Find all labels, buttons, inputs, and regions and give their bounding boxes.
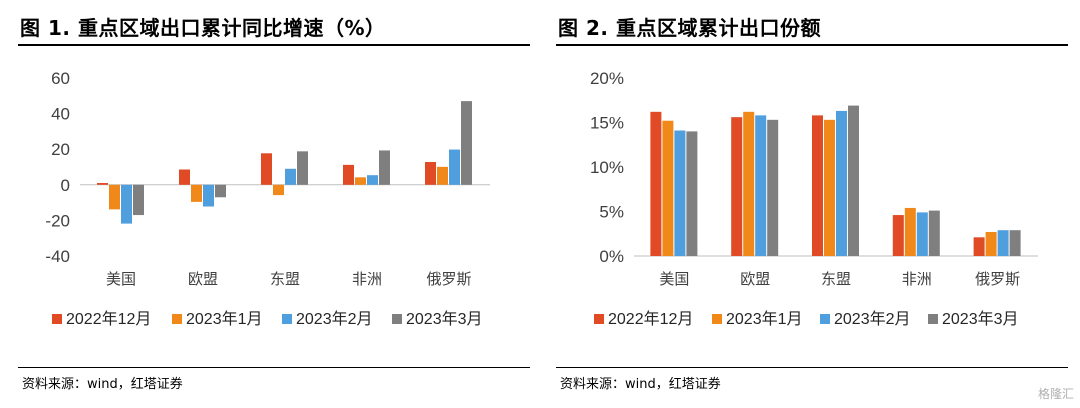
export-share-chart: 0% 5% 10% 15% 20% 美国 欧盟 东盟 非洲 俄罗斯 2022年12月 2023年1月 2… bbox=[590, 69, 1038, 328]
bar bbox=[355, 177, 366, 185]
bar bbox=[437, 166, 448, 185]
bar bbox=[379, 150, 390, 185]
bar bbox=[824, 119, 835, 256]
bar bbox=[215, 184, 226, 198]
y-tick-label: 0% bbox=[599, 247, 624, 266]
bar bbox=[997, 230, 1009, 256]
bar bbox=[743, 111, 755, 256]
bar bbox=[121, 184, 132, 224]
bar bbox=[731, 117, 743, 256]
legend-label: 2023年2月 bbox=[834, 310, 911, 328]
y-tick-label: -20 bbox=[45, 211, 70, 230]
bar bbox=[674, 130, 686, 256]
chart-title: 图 2. 重点区域累计出口份额 bbox=[558, 16, 821, 40]
category-label: 非洲 bbox=[902, 270, 932, 288]
source-note: 资料来源：wind，红塔证券 bbox=[560, 377, 721, 392]
legend-swatch bbox=[172, 314, 182, 324]
y-tick-label: 20% bbox=[590, 69, 624, 88]
bar bbox=[1009, 230, 1021, 256]
category-label: 俄罗斯 bbox=[975, 270, 1020, 288]
bar bbox=[650, 111, 662, 256]
bar bbox=[461, 101, 472, 185]
bar bbox=[812, 115, 823, 256]
source-rule bbox=[556, 367, 1068, 368]
bar bbox=[767, 119, 779, 256]
source-rule bbox=[18, 367, 530, 368]
bar bbox=[367, 175, 378, 185]
legend-label: 2023年3月 bbox=[406, 310, 483, 328]
category-label: 美国 bbox=[659, 270, 689, 288]
legend-swatch bbox=[712, 314, 722, 324]
legend-label: 2022年12月 bbox=[66, 310, 151, 328]
bar bbox=[191, 184, 202, 202]
bar bbox=[662, 120, 674, 256]
right-panel: 图 2. 重点区域累计出口份额 0% 5% 10% 15% 20% 美国 欧盟 东盟 非洲 俄罗斯… bbox=[556, 0, 1068, 408]
bar bbox=[261, 153, 272, 185]
y-tick-label: 10% bbox=[590, 158, 624, 177]
bar bbox=[985, 231, 997, 256]
y-tick-label: 5% bbox=[599, 203, 624, 222]
bar bbox=[97, 183, 108, 185]
bar bbox=[179, 169, 190, 185]
bar bbox=[928, 210, 940, 256]
legend-label: 2023年1月 bbox=[726, 310, 803, 328]
legend-label: 2023年2月 bbox=[296, 310, 373, 328]
legend-swatch bbox=[392, 314, 402, 324]
legend-label: 2023年3月 bbox=[942, 310, 1019, 328]
category-label: 东盟 bbox=[270, 270, 300, 288]
bar bbox=[848, 105, 859, 256]
legend-label: 2022年12月 bbox=[608, 310, 693, 328]
y-tick-label: 20 bbox=[51, 140, 70, 159]
category-label: 非洲 bbox=[352, 270, 382, 288]
legend-swatch bbox=[928, 314, 938, 324]
bar bbox=[973, 237, 985, 256]
category-label: 欧盟 bbox=[188, 270, 218, 288]
y-tick-label: 0 bbox=[61, 176, 70, 195]
y-tick-label: -40 bbox=[45, 247, 70, 266]
legend-swatch bbox=[594, 314, 604, 324]
bar bbox=[425, 162, 436, 185]
y-tick-label: 60 bbox=[51, 69, 70, 88]
bar bbox=[285, 168, 296, 185]
bar bbox=[686, 131, 698, 256]
bar bbox=[892, 215, 904, 256]
y-tick-label: 15% bbox=[590, 114, 624, 133]
category-label: 美国 bbox=[106, 270, 136, 288]
chart-title: 图 1. 重点区域出口累计同比增速（%） bbox=[20, 16, 386, 40]
bar bbox=[109, 184, 120, 210]
bar bbox=[449, 149, 460, 185]
category-label: 东盟 bbox=[821, 270, 851, 288]
bar bbox=[203, 184, 214, 207]
y-tick-label: 40 bbox=[51, 105, 70, 124]
title-rule bbox=[556, 44, 1068, 46]
legend-label: 2023年1月 bbox=[186, 310, 263, 328]
title-rule bbox=[18, 44, 530, 46]
category-label: 欧盟 bbox=[740, 270, 770, 288]
bar bbox=[133, 184, 144, 216]
bar bbox=[343, 164, 354, 185]
left-panel: 图 1. 重点区域出口累计同比增速（%） -40 -20 0 20 40 60 美国 欧盟 东盟… bbox=[18, 0, 530, 408]
bar bbox=[755, 115, 767, 256]
export-growth-chart: -40 -20 0 20 40 60 美国 欧盟 东盟 非洲 俄罗斯 2022年12月 2023年1月 2… bbox=[45, 69, 490, 328]
bar bbox=[916, 212, 928, 256]
bar bbox=[836, 110, 847, 257]
legend-swatch bbox=[820, 314, 830, 324]
source-note: 资料来源：wind，红塔证券 bbox=[22, 377, 183, 392]
bar bbox=[273, 184, 284, 196]
bar bbox=[904, 207, 916, 256]
legend-swatch bbox=[282, 314, 292, 324]
category-label: 俄罗斯 bbox=[426, 270, 471, 288]
watermark-logo: 格隆汇 bbox=[1037, 387, 1074, 401]
legend-swatch bbox=[52, 314, 62, 324]
bar bbox=[297, 151, 308, 185]
